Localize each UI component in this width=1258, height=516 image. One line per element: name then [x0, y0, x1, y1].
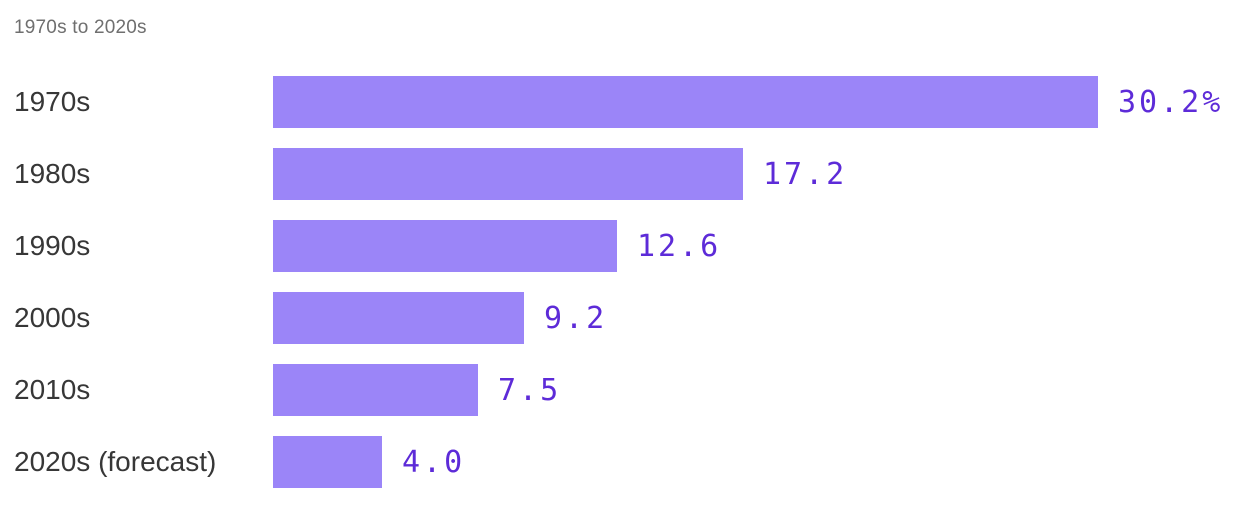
- chart-title: 1970s to 2020s: [14, 17, 147, 38]
- bar-row: 2000s 9.2: [0, 292, 1258, 344]
- category-label: 2000s: [14, 302, 91, 333]
- bar-row: 1970s 30.2%: [0, 76, 1258, 128]
- bar: [273, 220, 617, 272]
- value-label: 30.2%: [1118, 84, 1224, 120]
- bar: [273, 76, 1098, 128]
- bar: [273, 436, 382, 488]
- bar-row: 2020s (forecast) 4.0: [0, 436, 1258, 488]
- bar-row: 1990s 12.6: [0, 220, 1258, 272]
- bar-row: 2010s 7.5: [0, 364, 1258, 416]
- bar: [273, 292, 524, 344]
- value-label: 9.2: [544, 300, 608, 336]
- category-label: 2020s (forecast): [14, 446, 217, 477]
- value-label: 7.5: [498, 372, 562, 408]
- category-label: 2010s: [14, 374, 91, 405]
- bar-row: 1980s 17.2: [0, 148, 1258, 200]
- category-label: 1970s: [14, 86, 91, 117]
- value-label: 12.6: [637, 228, 722, 264]
- bar-rows: 1970s 30.2% 1980s 17.2 1990s 12.6 2000s …: [0, 76, 1258, 508]
- bar: [273, 148, 743, 200]
- category-label: 1990s: [14, 230, 91, 261]
- bar: [273, 364, 478, 416]
- category-label: 1980s: [14, 158, 91, 189]
- value-label: 4.0: [402, 444, 466, 480]
- value-label: 17.2: [763, 156, 848, 192]
